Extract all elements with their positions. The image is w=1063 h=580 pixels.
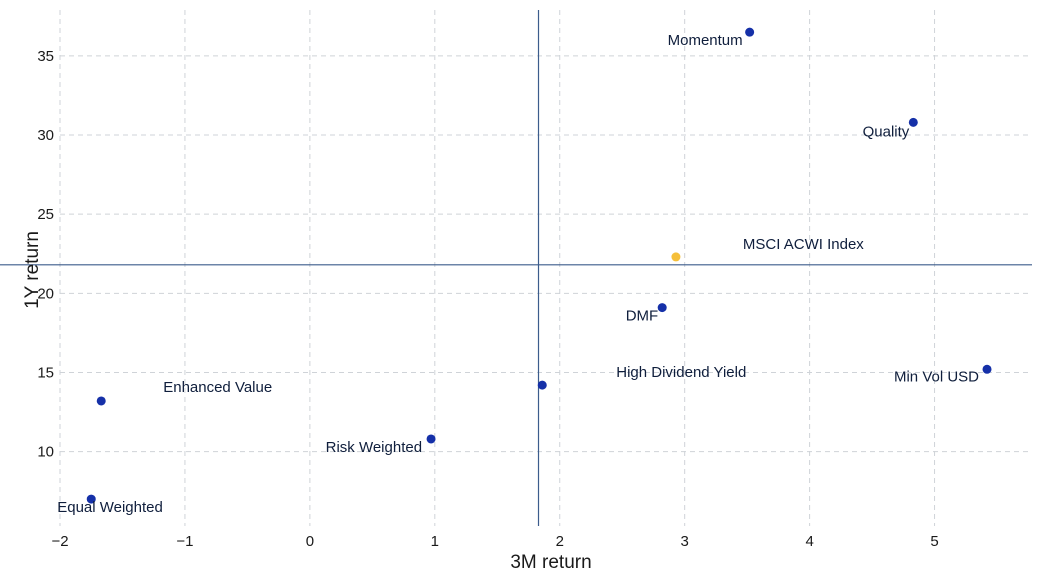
point-label: Enhanced Value [163, 379, 272, 396]
data-point [671, 252, 681, 262]
y-tick-label: 15 [37, 364, 54, 381]
point-label: MSCI ACWI Index [743, 236, 864, 253]
x-tick-label: 1 [431, 533, 439, 550]
y-tick-label: 25 [37, 206, 54, 223]
x-tick-label: −1 [176, 533, 193, 550]
data-point [86, 494, 96, 504]
point-label: Min Vol USD [894, 368, 979, 385]
data-point [96, 396, 106, 406]
x-tick-label: −2 [51, 533, 68, 550]
grid [59, 10, 1032, 526]
point-label: Equal Weighted [57, 499, 163, 516]
x-tick-label: 5 [930, 533, 938, 550]
data-point [537, 380, 547, 390]
x-axis-title: 3M return [510, 552, 591, 573]
reference-lines [0, 10, 1032, 526]
data-point [982, 364, 992, 374]
point-label: High Dividend Yield [616, 364, 746, 381]
point-label: DMF [626, 308, 659, 325]
y-tick-label: 30 [37, 127, 54, 144]
point-label: Risk Weighted [326, 439, 422, 456]
y-tick-label: 20 [37, 285, 54, 302]
x-tick-label: 3 [681, 533, 689, 550]
y-tick-label: 10 [37, 444, 54, 461]
point-label: Quality [863, 123, 910, 140]
point-label: Momentum [668, 32, 743, 49]
data-point [657, 303, 667, 313]
data-point [745, 27, 755, 37]
y-tick-label: 35 [37, 48, 54, 65]
data-point [908, 117, 918, 127]
point-labels: Momentum Quality MSCI ACWI Index DMF Min Vol… [57, 32, 979, 516]
x-tick-label: 4 [805, 533, 813, 550]
axis-ticks: −2 −1 0 1 2 3 4 5 10 15 20 25 30 35 [37, 48, 938, 550]
x-tick-label: 0 [306, 533, 314, 550]
data-point [426, 434, 436, 444]
y-axis-title: 1Y return [22, 231, 43, 309]
x-tick-label: 2 [556, 533, 564, 550]
data-points [86, 27, 992, 504]
